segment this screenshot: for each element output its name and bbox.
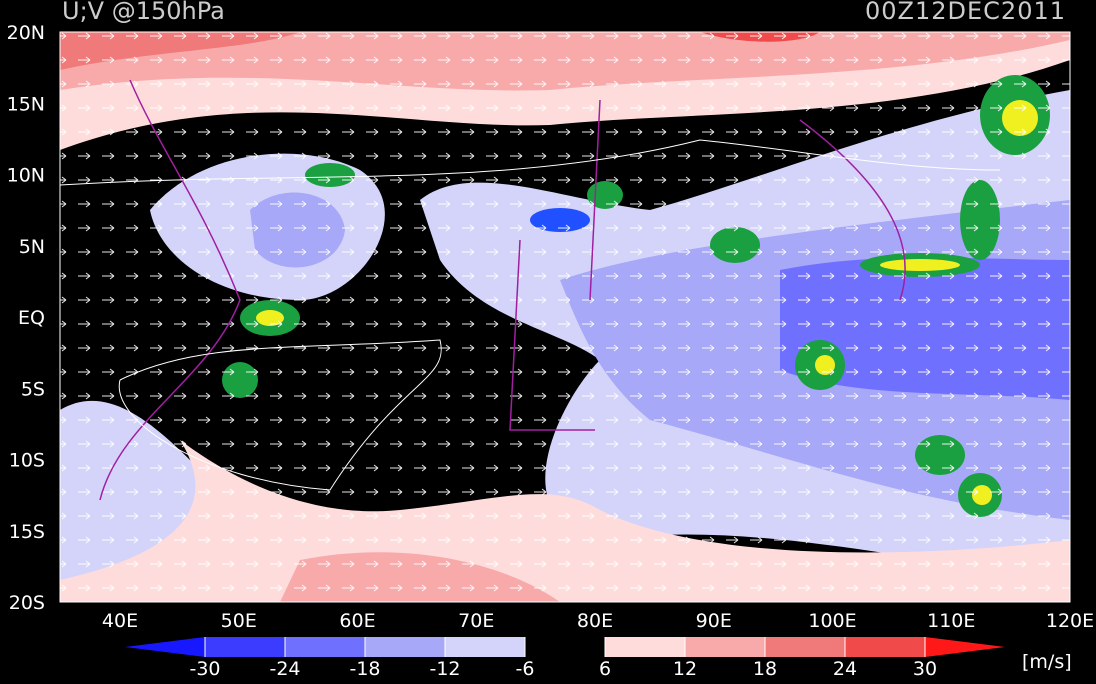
colorbar-unit: [m/s] — [1022, 651, 1072, 673]
title: U;V @150hPa — [62, 0, 225, 25]
colorbar-tick-label: -30 — [189, 658, 220, 680]
lon-label: 100E — [808, 610, 856, 632]
colorbar-segment — [605, 637, 685, 657]
lat-label: 15S — [9, 521, 45, 543]
map-field — [60, 32, 1070, 602]
colorbar-extend — [925, 637, 1005, 657]
colorbar-tick-label: 6 — [599, 658, 611, 680]
lon-label: 60E — [339, 610, 375, 632]
colorbar-segment — [205, 637, 285, 657]
colorbar-tick-label: 12 — [673, 658, 697, 680]
colorbar-tick-label: 30 — [913, 658, 937, 680]
colorbar-segment — [445, 637, 525, 657]
lat-label: 10N — [7, 165, 45, 187]
lat-label: 5N — [19, 236, 45, 258]
colorbar-segment — [765, 637, 845, 657]
colorbar: -30 -24 -18 -12 -6 6 12 18 24 30 — [125, 637, 1005, 680]
colorbar-tick-label: 24 — [833, 658, 857, 680]
frame — [59, 31, 1071, 603]
colorbar-tick-label: 18 — [753, 658, 777, 680]
lat-label: 20N — [7, 22, 45, 44]
lon-label: 80E — [577, 610, 613, 632]
colorbar-tick-label: -6 — [516, 658, 535, 680]
lon-label: 110E — [927, 610, 975, 632]
lat-label: EQ — [18, 307, 45, 329]
lat-label: 10S — [9, 450, 45, 472]
colorbar-tick-label: -24 — [269, 658, 300, 680]
colorbar-tick-label: -18 — [349, 658, 380, 680]
colorbar-extend — [125, 637, 205, 657]
lon-label: 70E — [458, 610, 494, 632]
colorbar-segment — [285, 637, 365, 657]
lon-label: 120E — [1046, 610, 1094, 632]
lat-label: 5S — [21, 378, 45, 400]
lon-label: 50E — [221, 610, 257, 632]
time-label: 00Z12DEC2011 — [865, 0, 1066, 25]
colorbar-tick-label: -12 — [429, 658, 460, 680]
lat-label: 20S — [9, 592, 45, 614]
colorbar-segment — [365, 637, 445, 657]
lat-label: 15N — [7, 93, 45, 115]
colorbar-segment — [685, 637, 765, 657]
colorbar-segment — [845, 637, 925, 657]
axis-labels: 20N 15N 10N 5N EQ 5S 10S 15S 20S 40E 50E 60E 70E 80E 9… — [7, 22, 1095, 632]
lon-label: 90E — [696, 610, 732, 632]
lon-label: 40E — [102, 610, 138, 632]
colorbar-segment — [525, 637, 605, 657]
